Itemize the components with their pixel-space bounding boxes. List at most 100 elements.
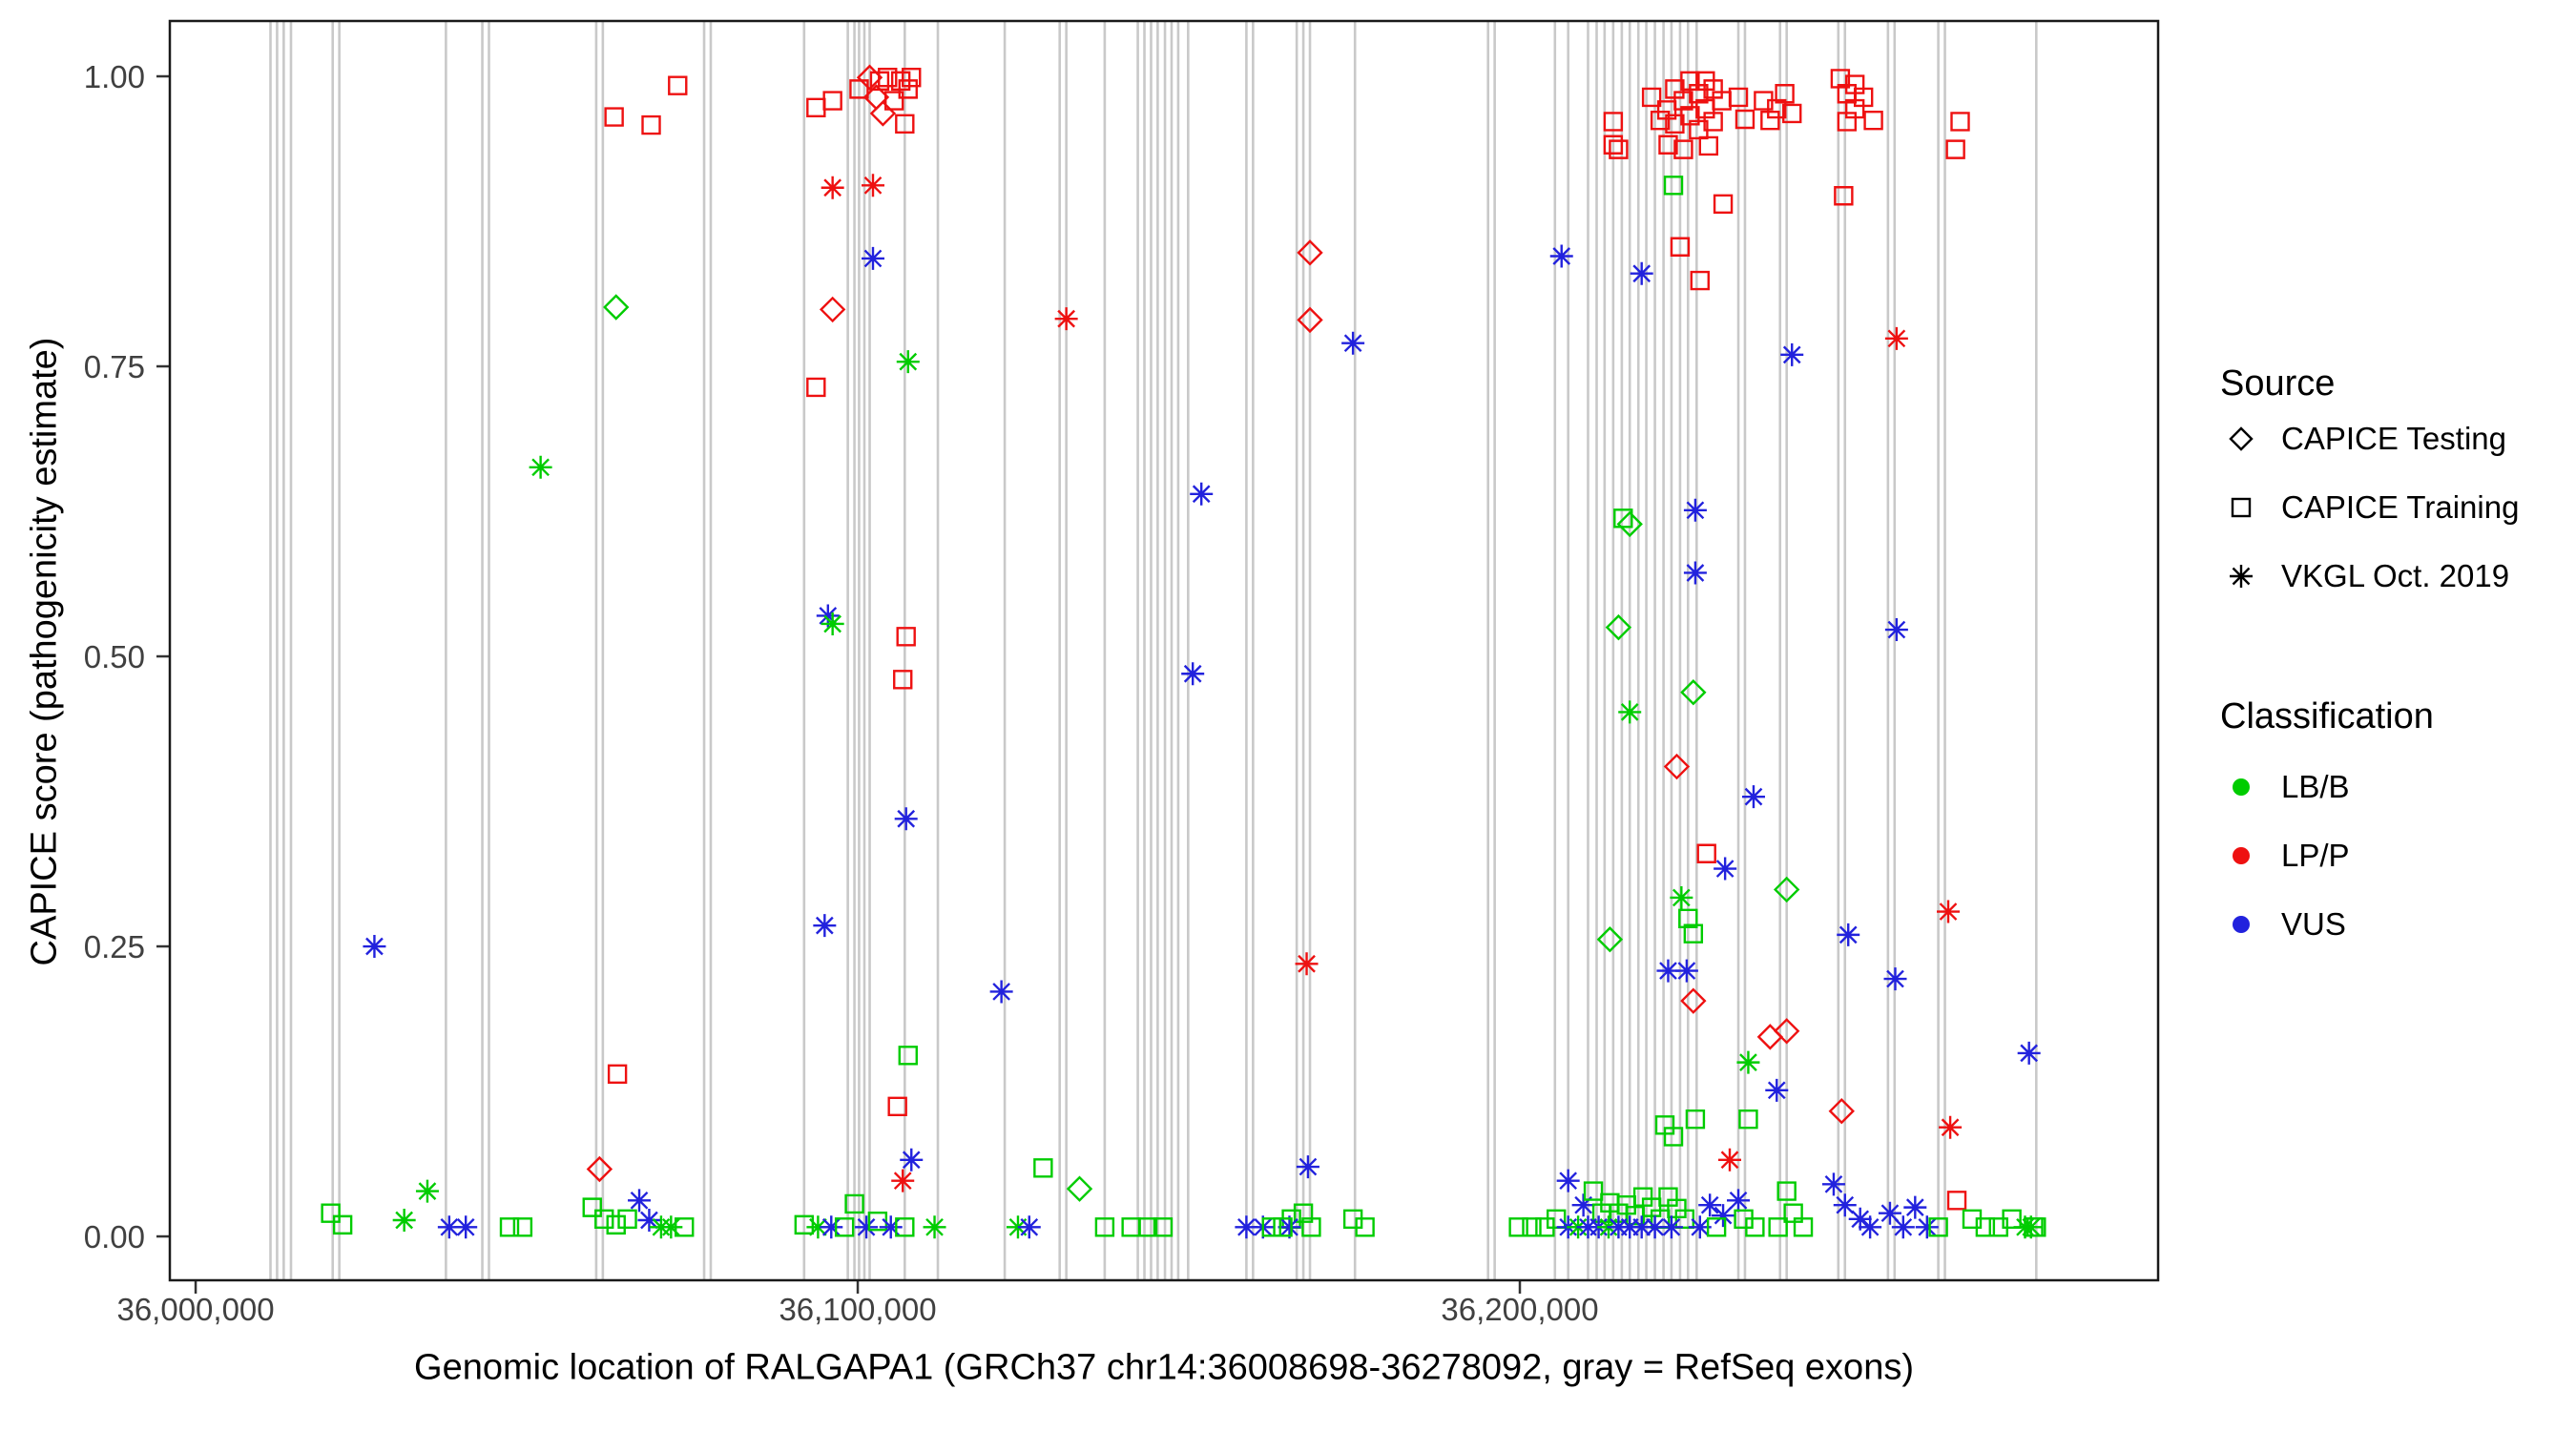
point-vkgl: [821, 176, 844, 199]
point-vkgl: [816, 604, 840, 628]
point-vkgl: [1630, 1215, 1653, 1239]
point-vkgl: [1878, 1201, 1901, 1225]
point-test: [1773, 1018, 1800, 1045]
point-vkgl: [861, 174, 884, 197]
point-train: [1658, 135, 1678, 155]
point-vkgl: [1659, 1215, 1683, 1239]
point-vkgl: [637, 1209, 661, 1233]
point-train: [1734, 1209, 1754, 1229]
point-train: [1782, 103, 1802, 124]
point-test: [1680, 987, 1707, 1014]
y-tick-label: 0.75: [84, 349, 145, 384]
point-train: [1768, 1217, 1788, 1237]
point-test: [1605, 613, 1632, 641]
point-test: [603, 294, 630, 321]
legend-label-lpp: LP/P: [2281, 838, 2350, 873]
point-vkgl: [923, 1215, 946, 1239]
point-train: [1863, 111, 1883, 131]
point-vkgl: [1181, 662, 1205, 686]
point-train: [896, 627, 916, 647]
point-test: [1680, 679, 1707, 706]
point-train: [1834, 186, 1854, 206]
point-vkgl: [1780, 342, 1804, 366]
point-train: [878, 68, 898, 88]
point-train: [1945, 139, 1965, 159]
point-train: [1837, 112, 1858, 132]
legend-item-capice-training: CAPICE Training: [2220, 473, 2519, 542]
point-train: [1670, 237, 1691, 257]
point-vkgl: [1683, 498, 1707, 522]
asterisk-icon: [2230, 565, 2253, 588]
point-train: [1776, 1181, 1797, 1201]
point-train: [893, 670, 913, 690]
point-train: [1754, 91, 1774, 111]
point-vkgl: [1549, 244, 1573, 268]
point-train: [1616, 1195, 1636, 1215]
point-vkgl: [1278, 1215, 1301, 1239]
point-vkgl: [1683, 561, 1707, 585]
point-train: [1962, 1209, 1983, 1229]
point-train: [1760, 111, 1780, 131]
point-vkgl: [1903, 1195, 1927, 1219]
point-train: [1153, 1217, 1174, 1237]
point-train: [1713, 194, 1734, 214]
point-vkgl: [1296, 1155, 1319, 1179]
point-vkgl: [1714, 857, 1737, 881]
point-vkgl: [529, 455, 552, 479]
point-test: [1297, 239, 1323, 266]
square-icon: [2231, 497, 2252, 518]
point-train: [1603, 112, 1624, 132]
point-vkgl: [1571, 1193, 1595, 1217]
point-train: [1033, 1158, 1053, 1178]
point-vkgl: [1054, 307, 1078, 331]
point-vkgl: [1556, 1169, 1580, 1192]
point-train: [1783, 1203, 1803, 1223]
point-train: [1695, 98, 1715, 119]
point-test: [1663, 753, 1691, 780]
legend-label-lbb: LB/B: [2281, 769, 2350, 804]
point-vkgl: [1630, 261, 1653, 285]
point-train: [1094, 1217, 1115, 1237]
point-vkgl: [891, 1169, 915, 1192]
point-train: [1665, 79, 1685, 99]
point-train: [1988, 1217, 2008, 1237]
point-train: [1793, 1217, 1814, 1237]
point-train: [844, 1193, 864, 1214]
point-vkgl: [1833, 1193, 1857, 1217]
point-test: [1297, 306, 1323, 334]
point-test: [856, 64, 883, 91]
point-vkgl: [1235, 1215, 1258, 1239]
point-train: [1844, 98, 1865, 119]
point-vkgl: [1891, 1215, 1915, 1239]
point-vkgl: [1017, 1215, 1041, 1239]
point-vkgl: [1341, 331, 1365, 355]
point-vkgl: [1736, 1050, 1760, 1074]
point-train: [1683, 923, 1704, 944]
point-vkgl: [900, 1148, 924, 1172]
point-train: [1632, 1187, 1653, 1207]
point-train: [1609, 139, 1629, 159]
point-test: [869, 100, 897, 127]
point-train: [1844, 74, 1865, 94]
point-train: [1673, 91, 1693, 111]
y-tick-label: 0.25: [84, 929, 145, 964]
point-train: [1508, 1217, 1528, 1237]
point-vkgl: [1643, 1215, 1667, 1239]
point-train: [867, 1212, 888, 1232]
y-axis-title: CAPICE score (pathogenicity estimate): [24, 337, 65, 966]
point-vkgl: [1859, 1215, 1882, 1239]
point-train: [675, 1217, 695, 1237]
point-vkgl: [855, 1215, 879, 1239]
point-train: [1342, 1209, 1363, 1229]
point-vkgl: [392, 1209, 416, 1233]
point-vkgl: [1765, 1078, 1789, 1102]
point-vkgl: [1939, 1115, 1963, 1139]
point-train: [604, 107, 624, 127]
legend-label-capice-training: CAPICE Training: [2281, 489, 2520, 525]
point-vkgl: [1883, 967, 1907, 991]
point-train: [332, 1214, 353, 1235]
point-train: [594, 1209, 614, 1229]
point-test: [586, 1155, 613, 1183]
point-vkgl: [1688, 1215, 1712, 1239]
legend-item-vkgl: VKGL Oct. 2019: [2220, 542, 2519, 611]
